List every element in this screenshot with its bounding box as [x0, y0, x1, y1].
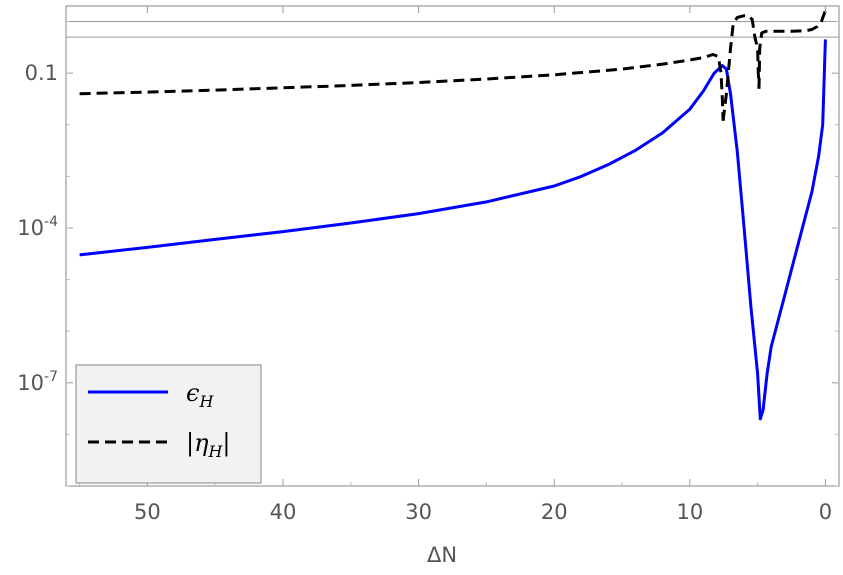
series-group	[79, 10, 827, 421]
plot-frame	[65, 5, 840, 487]
y-tick-label: 10-4	[17, 214, 58, 240]
eta-series-line	[757, 10, 827, 89]
legend: ϵH |ηH|	[75, 364, 262, 484]
y-tick-label: 10-7	[17, 369, 58, 395]
reference-lines	[66, 21, 839, 38]
x-tick-label: 50	[134, 500, 161, 524]
axis-ticks: 50 40 30 20 10 0 0.1 10-4 10-7	[17, 6, 839, 524]
eta-series-line	[79, 53, 725, 121]
x-tick-label: 10	[676, 500, 703, 524]
x-tick-label: 0	[819, 500, 832, 524]
x-axis-title: ΔN	[427, 543, 457, 567]
x-tick-label: 40	[270, 500, 297, 524]
legend-box	[75, 364, 262, 484]
x-tick-label: 30	[405, 500, 432, 524]
epsilon-series-line	[79, 39, 827, 421]
x-tick-label: 20	[541, 500, 568, 524]
eta-series-line	[721, 14, 761, 121]
legend-label-epsilon: ϵH	[186, 379, 214, 411]
legend-label-eta: |ηH|	[186, 429, 231, 461]
y-tick-label: 0.1	[25, 61, 58, 85]
